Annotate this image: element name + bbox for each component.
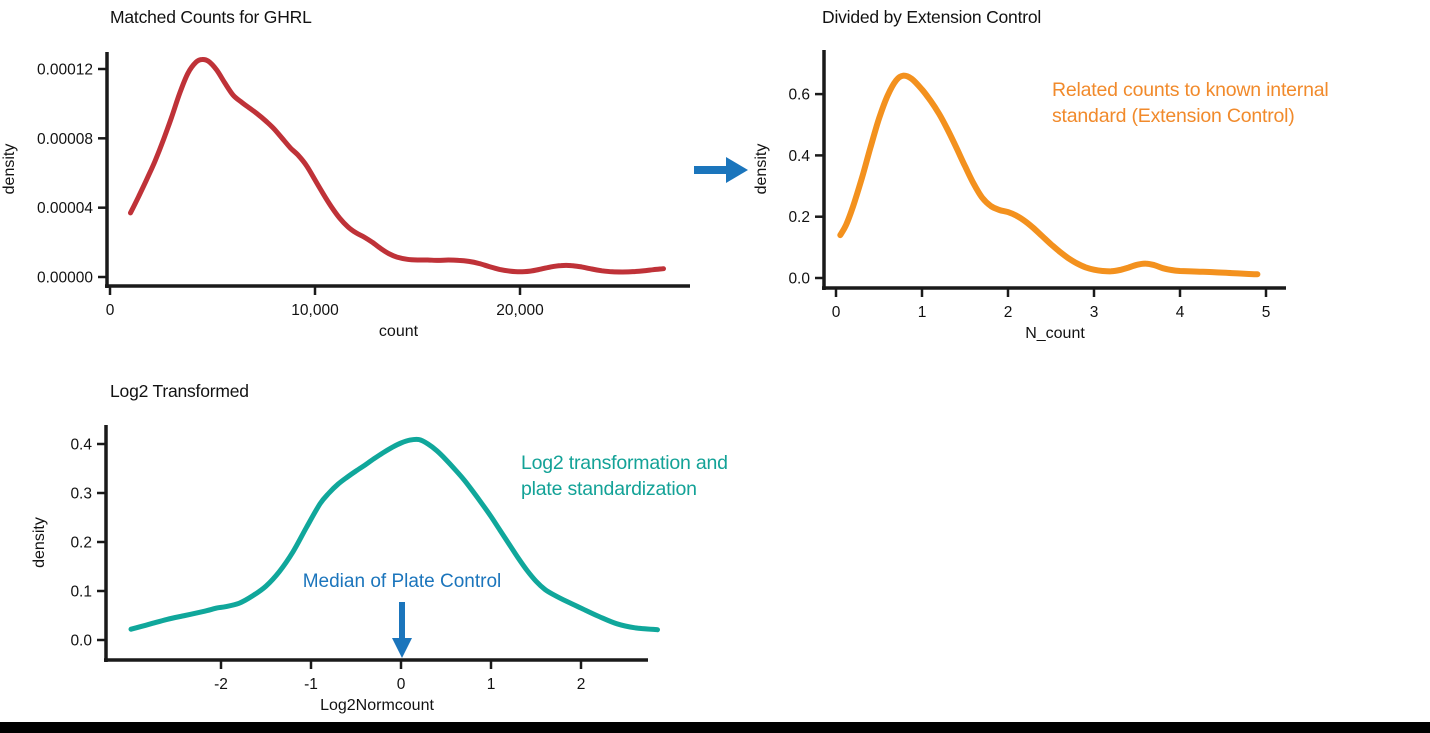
x-axis-label: N_count	[1025, 325, 1085, 342]
x-tick-label: 0	[397, 676, 406, 693]
y-tick-label: 0.4	[788, 148, 810, 165]
y-tick-label: 0.1	[70, 584, 92, 601]
y-tick-label: 0.0	[70, 633, 92, 650]
density-curve	[128, 56, 666, 275]
x-tick-label: 1	[487, 676, 496, 693]
y-tick-label: 0.0	[788, 271, 810, 288]
annotation-line: Related counts to known internal	[1052, 79, 1329, 101]
y-tick-label: 0.2	[70, 535, 92, 552]
x-tick-label: 2	[1004, 304, 1013, 321]
density-curve	[128, 436, 660, 633]
y-tick-label: 0.2	[788, 209, 810, 226]
x-tick-label: 5	[1262, 304, 1271, 321]
y-tick-label: 0.00012	[37, 62, 93, 79]
x-tick-label: 1	[918, 304, 927, 321]
log2-annotation: Log2 transformation and plate standardiz…	[521, 450, 728, 502]
density-curve	[837, 72, 1261, 278]
plot2-title: Divided by Extension Control	[822, 7, 1042, 27]
y-tick-label: 0.00000	[37, 270, 93, 287]
y-tick-label: 0.3	[70, 486, 92, 503]
annotation-line: standard (Extension Control)	[1052, 105, 1295, 127]
log2-transformed-plot: 0.0 0.1 0.2 0.3 0.4 -2 -1 0 1 2 Log2Normcount densi…	[31, 425, 660, 714]
x-tick-label: 2	[577, 676, 586, 693]
flow-right-arrow-icon	[694, 157, 748, 183]
x-tick-label: 0	[106, 302, 115, 319]
y-axis-label: density	[31, 517, 48, 568]
x-axis-label: count	[379, 323, 419, 340]
annotation-line: Log2 transformation and	[521, 452, 728, 474]
x-tick-label: 20,000	[496, 302, 544, 319]
y-tick-label: 0.00004	[37, 200, 93, 217]
x-tick-label: -2	[214, 676, 228, 693]
annotation-line: plate standardization	[521, 478, 697, 500]
x-tick-label: 0	[832, 304, 841, 321]
y-tick-label: 0.00008	[37, 131, 93, 148]
divided-by-extension-control-plot: 0.0 0.2 0.4 0.6 0 1 2 3 4 5 N_count density	[753, 50, 1286, 342]
y-axis-label: density	[753, 144, 770, 195]
plot1-title: Matched Counts for GHRL	[110, 7, 312, 27]
matched-counts-plot: 0.00000 0.00004 0.00008 0.00012 0 10,000 20,00…	[1, 52, 690, 340]
bottom-bar	[0, 722, 1430, 733]
median-down-arrow-icon	[392, 602, 412, 658]
y-tick-label: 0.4	[70, 437, 92, 454]
median-plate-control-label: Median of Plate Control	[302, 571, 502, 592]
y-axis-label: density	[1, 144, 18, 195]
x-tick-label: 3	[1090, 304, 1099, 321]
y-tick-label: 0.6	[788, 87, 810, 104]
x-tick-label: 10,000	[291, 302, 339, 319]
x-tick-label: -1	[304, 676, 318, 693]
x-tick-label: 4	[1176, 304, 1185, 321]
x-axis-label: Log2Normcount	[320, 697, 434, 714]
extension-control-annotation: Related counts to known internal standar…	[1052, 77, 1329, 129]
plot3-title: Log2 Transformed	[110, 381, 249, 401]
